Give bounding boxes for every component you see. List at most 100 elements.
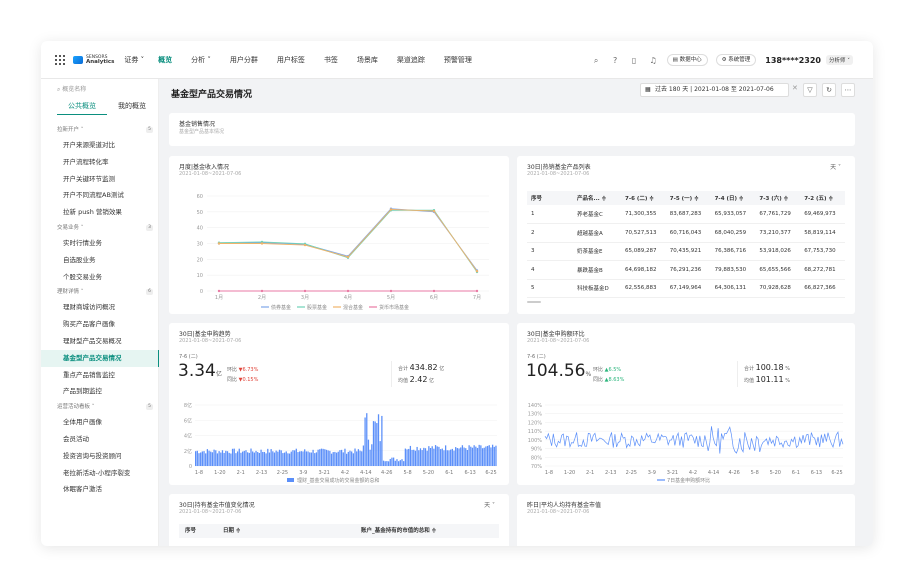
x-tick-label: 4-26 bbox=[381, 470, 392, 476]
column-header[interactable]: 产品名... ≑ bbox=[573, 191, 621, 205]
bar bbox=[414, 450, 417, 466]
granularity-dropdown[interactable]: 天 ˅ bbox=[484, 502, 495, 509]
bar bbox=[265, 453, 267, 466]
user-role-selector[interactable]: 分析师 ˅ bbox=[826, 55, 853, 65]
sidebar-item-active[interactable]: 基金型产品交易情况 bbox=[41, 349, 159, 367]
group-count-badge: 3 bbox=[146, 224, 153, 231]
mobile-icon[interactable]: ▯ bbox=[631, 55, 637, 65]
sidebar-item[interactable]: 自选股业务 bbox=[63, 255, 96, 264]
sidebar-item[interactable]: 开户流程转化率 bbox=[63, 157, 109, 166]
user-account[interactable]: 138****2320 bbox=[765, 55, 821, 65]
y-tick-label: 0 bbox=[189, 464, 192, 470]
bar bbox=[374, 421, 376, 466]
card-title: 基金销售情况 bbox=[179, 121, 216, 128]
sidebar-item[interactable]: 老拉新活动-小程序裂变 bbox=[63, 468, 131, 477]
column-header[interactable]: 7-4 (日) ≑ bbox=[710, 191, 756, 205]
column-header[interactable]: 序号 bbox=[527, 191, 573, 205]
table-row[interactable]: 4 暴跌基金B 64,698,182 76,291,236 79,883,530 65,6… bbox=[527, 260, 845, 280]
column-header[interactable]: 日期 ≑ bbox=[223, 528, 241, 534]
column-header[interactable]: 序号 bbox=[185, 528, 197, 534]
bar bbox=[250, 448, 252, 466]
bar bbox=[460, 447, 462, 466]
nav-item-overview[interactable]: 概览 bbox=[158, 55, 173, 64]
refresh-icon[interactable]: ↻ bbox=[822, 83, 836, 97]
sidebar-item[interactable]: 会员活动 bbox=[63, 434, 89, 443]
bar bbox=[221, 450, 224, 466]
table-cell: 奶茶基金E bbox=[573, 242, 621, 261]
nav-item-analysis[interactable]: 分析 ˅ bbox=[191, 55, 211, 64]
table-row[interactable]: 5 科技板基金D 62,556,883 67,149,964 64,306,131 70,… bbox=[527, 279, 845, 298]
sidebar-item[interactable]: 全体用户画像 bbox=[63, 418, 102, 427]
bar bbox=[451, 448, 453, 466]
bar bbox=[439, 449, 442, 466]
sidebar-item[interactable]: 投资咨询与投资顾问 bbox=[63, 451, 122, 460]
sidebar-item[interactable]: 购买产品客户画像 bbox=[63, 320, 115, 329]
column-header[interactable]: 7-2 (五) ≑ bbox=[800, 191, 845, 205]
clear-date-icon[interactable]: ✕ bbox=[792, 84, 798, 92]
table-cell: 1 bbox=[527, 205, 573, 224]
bar bbox=[394, 460, 396, 466]
x-tick-label: 4-14 bbox=[708, 470, 719, 476]
table-cell: 69,469,973 bbox=[800, 205, 845, 224]
nav-item-bookmarks[interactable]: 书签 bbox=[323, 55, 338, 64]
nav-item-tags[interactable]: 用户标签 bbox=[276, 55, 305, 64]
sidebar-item[interactable]: 拉新 push 营销效果 bbox=[63, 208, 122, 217]
column-header[interactable]: 7-6 (二) ≑ bbox=[621, 191, 666, 205]
filter-icon[interactable]: ▽ bbox=[803, 83, 817, 97]
tab-my-overview[interactable]: 我的概览 bbox=[118, 102, 146, 110]
tab-public-overview[interactable]: 公共概览 bbox=[57, 101, 107, 115]
day-label: 7-6 (二) bbox=[179, 354, 198, 360]
bar bbox=[240, 452, 242, 466]
sidebar-item[interactable]: 重点产品销售监控 bbox=[63, 370, 115, 379]
sidebar-item[interactable]: 实时行情业务 bbox=[63, 238, 102, 247]
granularity-dropdown[interactable]: 天 ˅ bbox=[830, 164, 841, 171]
bar bbox=[300, 451, 302, 466]
sidebar-group[interactable]: 拉新开户 ˅ 5 bbox=[41, 123, 159, 137]
x-tick-label: 4-2 bbox=[689, 470, 697, 476]
sidebar-group[interactable]: 运营活动看板 ˅ 5 bbox=[41, 400, 159, 414]
bar bbox=[453, 450, 455, 466]
date-range-picker[interactable]: ▦ 过去 180 天 | 2021-01-08 至 2021-07-06 bbox=[640, 83, 789, 97]
sidebar-item[interactable]: 开户关键环节监测 bbox=[63, 174, 115, 183]
sidebar-group[interactable]: 交易业务 ˅ 3 bbox=[41, 221, 159, 235]
more-icon[interactable]: ⋯ bbox=[841, 83, 855, 97]
sidebar-item[interactable]: 产品到期监控 bbox=[63, 387, 102, 396]
nav-item-channel-tracking[interactable]: 渠道追踪 bbox=[396, 55, 425, 64]
bar bbox=[288, 453, 291, 466]
search-icon[interactable]: ⌕ bbox=[593, 55, 599, 65]
column-header[interactable]: 账户_基金持有的市值的总和 ≑ bbox=[361, 528, 437, 534]
brand-logo[interactable]: SENSORS Analytics bbox=[73, 55, 114, 65]
help-icon[interactable]: ? bbox=[613, 55, 618, 65]
table-row[interactable]: 1 养老基金C 71,300,355 83,687,283 65,933,057 67,7… bbox=[527, 205, 845, 224]
sidebar-item[interactable]: 开户不同流程AB测试 bbox=[63, 191, 124, 200]
column-header[interactable]: 7-5 (一) ≑ bbox=[665, 191, 711, 205]
project-selector[interactable]: 证券 ˅ bbox=[124, 55, 145, 64]
sidebar-item[interactable]: 开户来源渠道对比 bbox=[63, 141, 115, 149]
card-title: 30日|持有基金市值变化情况 bbox=[179, 502, 255, 509]
system-settings-button[interactable]: ⚙ 系统管理 bbox=[715, 54, 757, 66]
bar bbox=[260, 449, 262, 466]
table-cell: 62,556,883 bbox=[621, 279, 666, 298]
bell-icon[interactable]: ♫ bbox=[649, 55, 657, 65]
x-tick-label: 2-25 bbox=[626, 470, 637, 476]
nav-item-alerts[interactable]: 预警管理 bbox=[443, 55, 472, 64]
sidebar-item[interactable]: 个股交易业务 bbox=[63, 272, 102, 281]
sidebar-search-input[interactable]: ⌕ 概览名称 bbox=[57, 86, 87, 93]
table-row[interactable]: 2 超越基金A 70,527,513 60,716,043 68,040,259 73,2… bbox=[527, 223, 845, 243]
card-subtitle: 2021-01-08~2021-07-06 bbox=[527, 171, 590, 177]
x-tick-label: 2-1 bbox=[237, 470, 245, 476]
data-center-button[interactable]: ▤ 数据中心 bbox=[666, 54, 708, 66]
app-grid-icon[interactable] bbox=[55, 54, 65, 65]
column-header[interactable]: 7-3 (六) ≑ bbox=[755, 191, 801, 205]
nav-item-scenes[interactable]: 场景库 bbox=[356, 55, 378, 64]
table-row[interactable]: 3 奶茶基金E 65,089,287 70,435,921 76,386,716 53,9… bbox=[527, 242, 845, 261]
sidebar-group[interactable]: 理财详情 ˅ 6 bbox=[41, 285, 159, 299]
y-tick-label: 4亿 bbox=[184, 433, 192, 440]
nav-item-segments[interactable]: 用户分群 bbox=[229, 55, 258, 64]
sidebar-item[interactable]: 理财型产品交易概况 bbox=[63, 336, 122, 345]
bar bbox=[364, 417, 366, 466]
sidebar-item[interactable]: 理财商城访问概况 bbox=[63, 303, 115, 312]
bar bbox=[357, 449, 360, 466]
table-scrollbar[interactable] bbox=[527, 301, 541, 303]
sidebar-item[interactable]: 休眠客户激活 bbox=[63, 485, 102, 494]
